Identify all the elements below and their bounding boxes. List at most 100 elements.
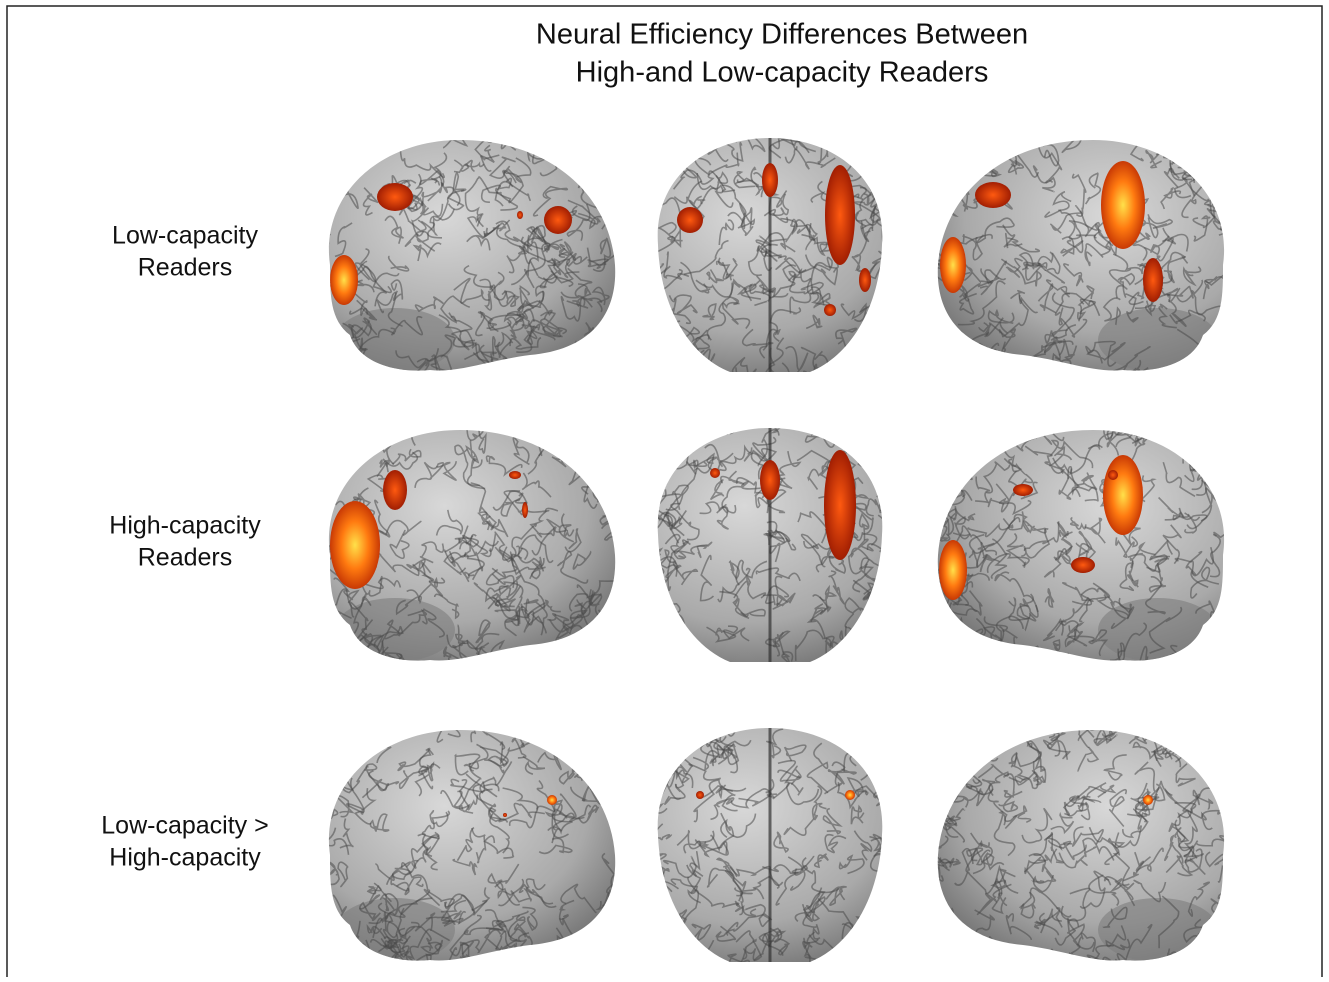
gyrus <box>692 390 706 423</box>
gyrus <box>502 411 519 431</box>
gyrus <box>681 709 703 729</box>
gyrus <box>1215 432 1244 464</box>
gyrus <box>878 496 911 526</box>
activation <box>330 501 380 589</box>
gyrus <box>307 350 322 370</box>
gyrus <box>874 471 898 500</box>
gyrus <box>1054 953 1081 977</box>
gyrus <box>844 140 882 172</box>
gyrus <box>514 122 543 148</box>
gyrus <box>352 119 376 139</box>
gyrus <box>614 607 622 630</box>
gyrus <box>323 935 351 965</box>
gyrus <box>902 219 932 232</box>
gyrus <box>637 810 654 847</box>
activation <box>1108 470 1118 480</box>
gyrus <box>980 371 1010 393</box>
gyrus <box>611 590 643 607</box>
gyrus <box>916 185 942 203</box>
gyrus <box>308 473 328 491</box>
gyrus <box>926 134 940 158</box>
gyrus <box>595 464 610 503</box>
activation <box>547 795 557 805</box>
gyrus <box>964 85 982 137</box>
activation <box>509 471 521 479</box>
gyrus <box>626 513 650 540</box>
brain-surface <box>304 391 635 695</box>
activation <box>1101 161 1145 249</box>
gyrus <box>597 926 615 947</box>
gyrus <box>594 323 616 346</box>
gyrus <box>935 127 964 168</box>
gyrus <box>682 375 699 392</box>
gyrus <box>850 95 874 131</box>
gyrus <box>637 165 654 214</box>
gyrus <box>867 450 896 474</box>
gyrus <box>625 337 651 359</box>
gyrus <box>308 180 332 201</box>
gyrus <box>714 100 743 137</box>
gyrus <box>889 567 915 585</box>
gyrus <box>582 163 617 180</box>
gyrus <box>904 265 924 290</box>
activation <box>1013 484 1033 496</box>
gyrus <box>950 458 972 481</box>
gyrus <box>855 930 881 968</box>
brain-panels <box>287 85 1274 977</box>
gyrus <box>603 747 629 770</box>
gyrus <box>743 388 783 428</box>
gyrus <box>535 950 561 977</box>
gyrus <box>714 416 735 435</box>
gyrus <box>348 940 371 961</box>
gyrus <box>617 626 634 644</box>
gyrus <box>720 412 740 434</box>
gyrus <box>604 362 631 382</box>
activation <box>1143 795 1153 805</box>
gyrus <box>335 665 357 687</box>
gyrus <box>1206 347 1222 393</box>
cerebellum <box>1098 898 1218 962</box>
gyrus <box>644 638 668 657</box>
gyrus <box>639 696 652 747</box>
gyrus <box>882 226 902 245</box>
gyrus <box>1026 949 1054 969</box>
gyrus <box>984 427 1015 448</box>
gyrus <box>1054 662 1076 683</box>
gyrus <box>1208 467 1228 482</box>
gyrus <box>568 431 587 456</box>
gyrus <box>803 969 830 977</box>
gyrus <box>565 342 581 370</box>
gyrus <box>371 414 393 443</box>
activation <box>975 182 1011 208</box>
title-line: High-and Low-capacity Readers <box>576 57 989 89</box>
gyrus <box>559 661 592 692</box>
gyrus <box>890 879 910 908</box>
row-label: Low-capacity <box>112 222 258 250</box>
gyrus <box>628 894 661 924</box>
gyrus <box>637 465 658 491</box>
gyrus <box>799 963 817 977</box>
gyrus <box>886 158 908 175</box>
gyrus <box>630 622 653 648</box>
gyrus <box>1184 434 1213 454</box>
gyrus <box>548 960 572 977</box>
gyrus <box>324 642 343 659</box>
gyrus <box>858 943 884 969</box>
gyrus <box>618 877 653 889</box>
gyrus <box>967 347 987 367</box>
gyrus <box>553 653 578 666</box>
gyrus <box>915 168 966 209</box>
gyrus <box>375 406 399 432</box>
gyrus <box>670 344 698 376</box>
gyrus <box>1188 723 1226 742</box>
gyrus <box>567 747 613 765</box>
gyrus <box>549 118 581 153</box>
brain-surface <box>287 689 659 977</box>
gyrus <box>635 361 658 391</box>
gyrus <box>1216 166 1245 197</box>
brain-panel <box>576 95 966 405</box>
activation <box>939 540 967 600</box>
gyrus <box>649 646 669 660</box>
gyrus <box>626 848 665 894</box>
gyrus <box>1205 363 1225 389</box>
